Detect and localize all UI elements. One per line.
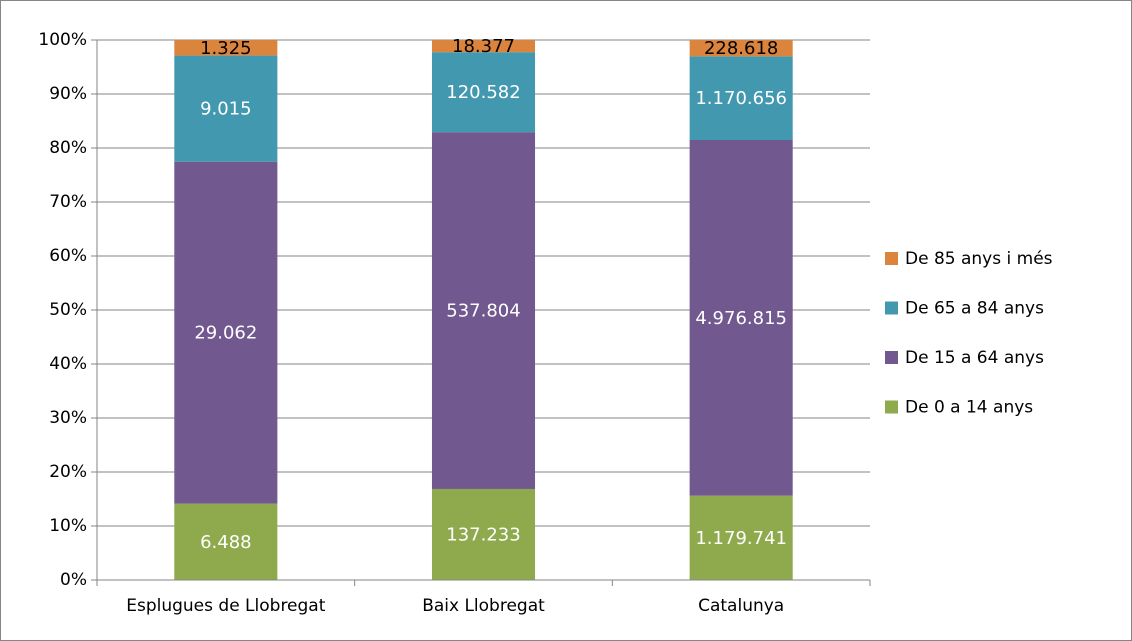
bar-segment — [174, 161, 278, 504]
y-tick-label: 50% — [49, 300, 87, 320]
data-label: 6.488 — [200, 532, 252, 553]
legend-swatch — [885, 252, 898, 265]
data-label: 9.015 — [200, 99, 252, 120]
data-label: 137.233 — [446, 524, 520, 545]
bar-segment — [174, 40, 278, 56]
x-tick-label: Catalunya — [698, 596, 784, 616]
bar-segment — [174, 503, 278, 580]
y-tick-label: 60% — [49, 246, 87, 266]
data-label: 1.170.656 — [695, 88, 787, 109]
legend-label: De 85 anys i més — [905, 249, 1053, 269]
y-tick-label: 10% — [49, 516, 87, 536]
y-tick-label: 100% — [38, 30, 87, 50]
legend-label: De 0 a 14 anys — [905, 398, 1033, 418]
x-tick-label: Esplugues de Llobregat — [126, 596, 325, 616]
data-label: 120.582 — [446, 82, 520, 103]
data-label: 537.804 — [446, 301, 520, 322]
legend-swatch — [885, 400, 898, 414]
data-label: 4.976.815 — [695, 308, 787, 329]
y-tick-label: 0% — [60, 570, 87, 590]
data-label: 228.618 — [704, 38, 778, 59]
legend-label: De 65 a 84 anys — [905, 299, 1044, 319]
bar-segment — [431, 132, 536, 489]
data-label: 1.179.741 — [695, 528, 787, 549]
bar-segment — [431, 488, 536, 580]
data-label: 29.062 — [194, 323, 257, 344]
bar-segment — [689, 40, 793, 57]
y-tick-label: 90% — [49, 84, 87, 104]
data-label: 18.377 — [452, 36, 515, 57]
bar-segment — [689, 56, 793, 141]
legend-swatch — [885, 351, 898, 364]
y-tick-label: 30% — [49, 408, 87, 428]
y-tick-label: 40% — [49, 354, 87, 374]
bar-segment — [431, 40, 536, 53]
x-tick-label: Baix Llobregat — [422, 596, 545, 616]
data-label: 1.325 — [200, 38, 252, 59]
y-tick-label: 20% — [49, 462, 87, 482]
y-tick-label: 80% — [49, 138, 87, 158]
legend-swatch — [885, 301, 898, 315]
legend-label: De 15 a 64 anys — [905, 348, 1044, 368]
bar-segment — [174, 55, 278, 162]
bar-segment — [431, 52, 536, 133]
bar-segment — [689, 495, 793, 580]
y-tick-label: 70% — [49, 192, 87, 212]
bar-segment — [689, 140, 793, 496]
